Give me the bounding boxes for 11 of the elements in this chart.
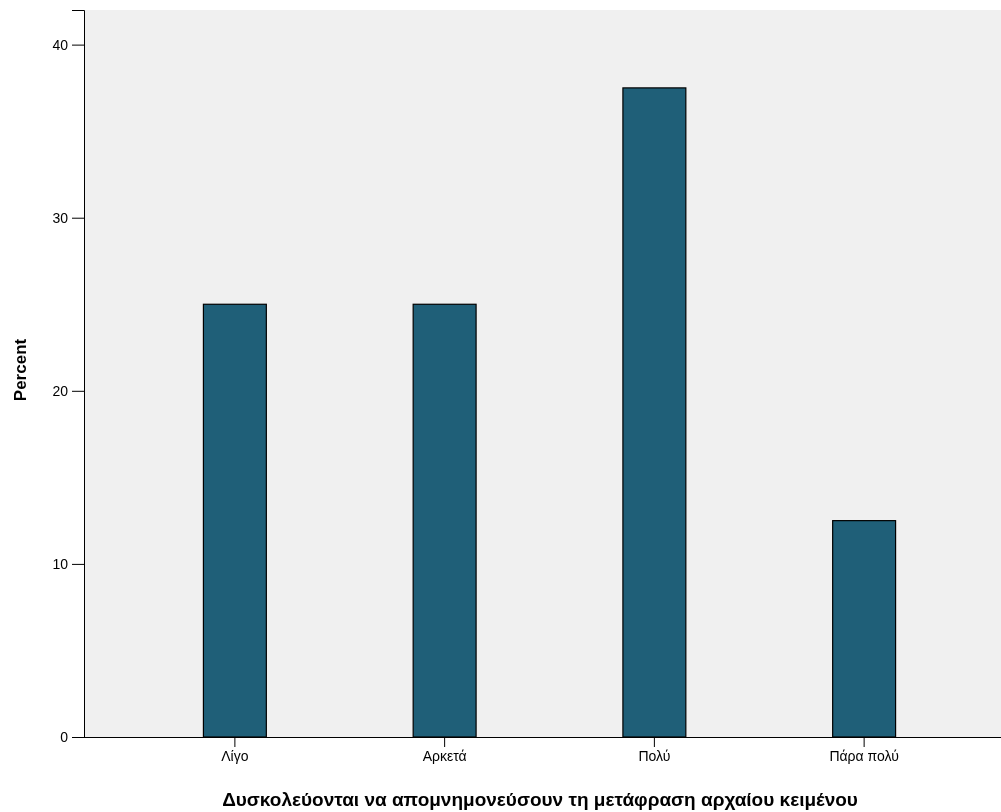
- x-tick-label: Αρκετά: [422, 747, 467, 764]
- x-axis-title: Δυσκολεύονται να απομνημονεύσουν τη μετάφραση αρχαίου κειμένου: [222, 789, 858, 810]
- y-tick-label: 20: [52, 382, 69, 399]
- y-tick-label: 0: [60, 728, 69, 745]
- x-tick-label: Πάρα πολύ: [829, 747, 899, 764]
- x-tick-label: Λίγο: [221, 747, 249, 764]
- y-tick-label: 30: [52, 209, 69, 226]
- x-tick-label: Πολύ: [638, 747, 671, 764]
- y-axis-title: Percent: [11, 338, 30, 402]
- y-tick-label: 10: [52, 555, 69, 572]
- y-tick-label: 40: [52, 36, 69, 53]
